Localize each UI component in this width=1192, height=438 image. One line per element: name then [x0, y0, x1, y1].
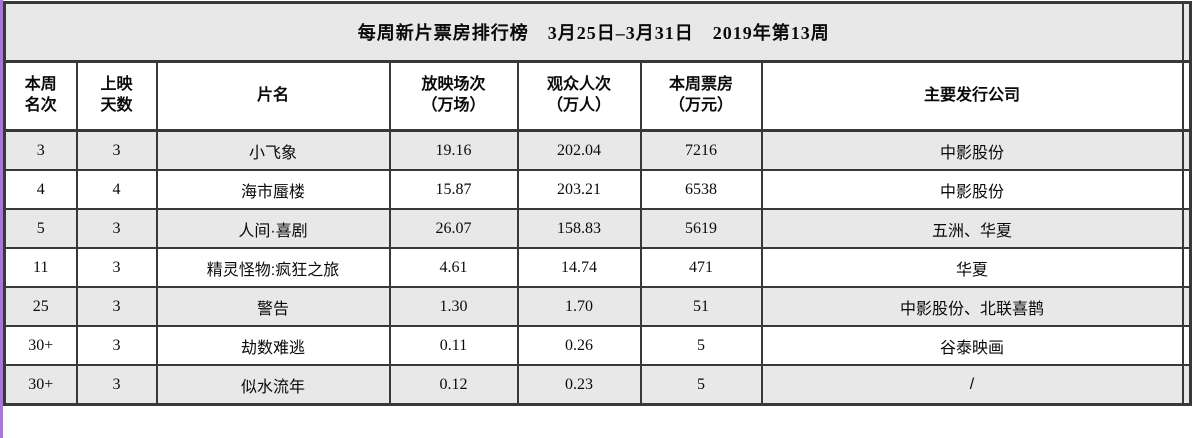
cell-screenings: 4.61 [388, 247, 519, 288]
row-spacer-cell [1181, 325, 1192, 366]
cell-audience: 1.70 [516, 286, 642, 327]
cell-days: 4 [75, 169, 158, 210]
cell-boxoffice: 471 [639, 247, 763, 288]
cell-distributor: 中影股份 [760, 129, 1184, 171]
cell-days: 3 [75, 129, 158, 171]
cell-film: 海市蜃楼 [155, 169, 391, 210]
cell-screenings: 0.12 [388, 364, 519, 406]
cell-rank: 30+ [3, 325, 78, 366]
column-header-distributor: 主要发行公司 [760, 60, 1184, 132]
cell-film: 似水流年 [155, 364, 391, 406]
title-spacer-cell [1181, 1, 1192, 63]
cell-rank: 3 [3, 129, 78, 171]
table-title-row: 每周新片票房排行榜 3月25日–3月31日 2019年第13周 [3, 1, 1192, 63]
cell-rank: 4 [3, 169, 78, 210]
cell-days: 3 [75, 286, 158, 327]
cell-boxoffice: 5619 [639, 208, 763, 249]
cell-screenings: 15.87 [388, 169, 519, 210]
cell-days: 3 [75, 364, 158, 406]
cell-audience: 203.21 [516, 169, 642, 210]
column-header-boxoffice: 本周票房 （万元） [639, 60, 763, 132]
cell-film: 人间·喜剧 [155, 208, 391, 249]
cell-days: 3 [75, 208, 158, 249]
column-header-screenings: 放映场次 （万场） [388, 60, 519, 132]
cell-rank: 5 [3, 208, 78, 249]
column-header-rank: 本周 名次 [3, 60, 78, 132]
page-left-edge-line [0, 0, 3, 438]
row-spacer-cell [1181, 247, 1192, 288]
header-spacer-cell [1181, 60, 1192, 132]
cell-boxoffice: 5 [639, 364, 763, 406]
column-header-audience: 观众人次 （万人） [516, 60, 642, 132]
row-spacer-cell [1181, 286, 1192, 327]
table-row: 30+ 3 劫数难逃 0.11 0.26 5 谷泰映画 [3, 325, 1192, 366]
table-row: 25 3 警告 1.30 1.70 51 中影股份、北联喜鹊 [3, 286, 1192, 327]
column-header-film: 片名 [155, 60, 391, 132]
cell-audience: 0.23 [516, 364, 642, 406]
cell-rank: 11 [3, 247, 78, 288]
cell-film: 警告 [155, 286, 391, 327]
cell-screenings: 26.07 [388, 208, 519, 249]
cell-audience: 0.26 [516, 325, 642, 366]
table-row: 30+ 3 似水流年 0.12 0.23 5/ [3, 364, 1192, 406]
column-header-days: 上映 天数 [75, 60, 158, 132]
cell-screenings: 1.30 [388, 286, 519, 327]
cell-film: 精灵怪物:疯狂之旅 [155, 247, 391, 288]
cell-screenings: 0.11 [388, 325, 519, 366]
cell-film: 小飞象 [155, 129, 391, 171]
cell-boxoffice: 51 [639, 286, 763, 327]
table-row: 5 3 人间·喜剧 26.07 158.83 5619 五洲、华夏 [3, 208, 1192, 249]
cell-days: 3 [75, 325, 158, 366]
cell-days: 3 [75, 247, 158, 288]
row-spacer-cell [1181, 169, 1192, 210]
row-spacer-cell [1181, 364, 1192, 406]
cell-boxoffice: 6538 [639, 169, 763, 210]
cell-boxoffice: 7216 [639, 129, 763, 171]
table-title: 每周新片票房排行榜 3月25日–3月31日 2019年第13周 [3, 1, 1184, 63]
cell-rank: 30+ [3, 364, 78, 406]
cell-rank: 25 [3, 286, 78, 327]
cell-screenings: 19.16 [388, 129, 519, 171]
cell-distributor: 华夏 [760, 247, 1184, 288]
table-header-row: 本周 名次 上映 天数 片名 放映场次 （万场） 观众人次 （万人） 本周票房 （万元） 主要发行公司 [3, 60, 1192, 132]
cell-boxoffice: 5 [639, 325, 763, 366]
cell-distributor: / [760, 364, 1184, 406]
cell-distributor: 谷泰映画 [760, 325, 1184, 366]
cell-audience: 14.74 [516, 247, 642, 288]
cell-audience: 158.83 [516, 208, 642, 249]
box-office-table: 每周新片票房排行榜 3月25日–3月31日 2019年第13周 本周 名次 上映 天数… [3, 1, 1192, 406]
table-row: 11 3 精灵怪物:疯狂之旅 4.61 14.74 471 华夏 [3, 247, 1192, 288]
table-row: 4 4 海市蜃楼 15.87 203.21 6538 中影股份 [3, 169, 1192, 210]
cell-audience: 202.04 [516, 129, 642, 171]
cell-distributor: 中影股份 [760, 169, 1184, 210]
row-spacer-cell [1181, 129, 1192, 171]
cell-distributor: 五洲、华夏 [760, 208, 1184, 249]
row-spacer-cell [1181, 208, 1192, 249]
cell-film: 劫数难逃 [155, 325, 391, 366]
table-row: 3 3 小飞象 19.16 202.04 7216 中影股份 [3, 129, 1192, 171]
cell-distributor: 中影股份、北联喜鹊 [760, 286, 1184, 327]
